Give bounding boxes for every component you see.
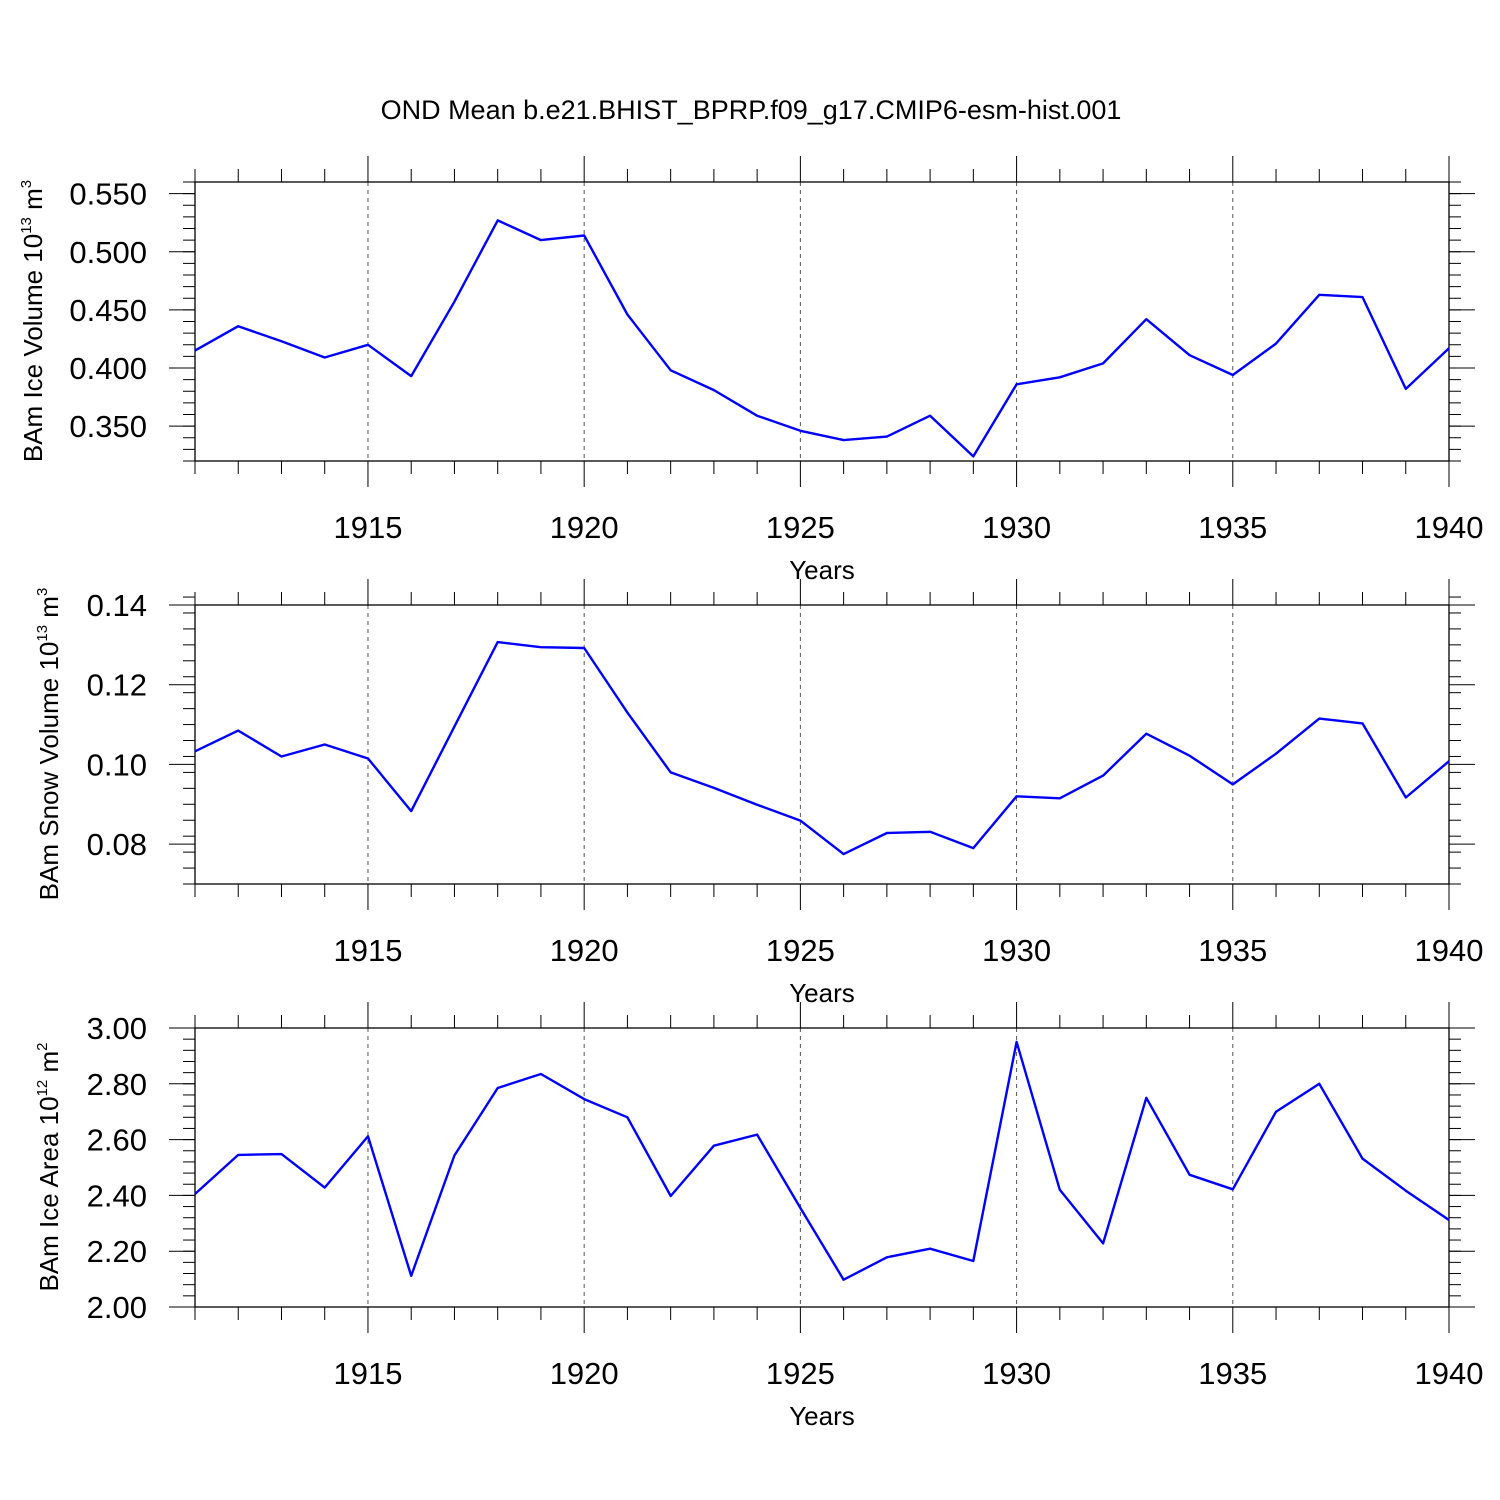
x-tick-label: 1935	[1198, 510, 1267, 545]
y-tick-label: 0.400	[69, 351, 147, 386]
x-tick-label: 1935	[1198, 933, 1267, 968]
x-tick-label: 1920	[550, 510, 619, 545]
y-tick-label: 0.450	[69, 293, 147, 328]
plot-frame	[194, 181, 1450, 462]
x-tick-label: 1915	[333, 510, 402, 545]
ice-volume-series-line	[194, 219, 1450, 458]
y-tick-label: 2.40	[87, 1178, 147, 1213]
x-tick-label: 1925	[766, 1356, 835, 1391]
ice-volume-panel: 1915 1920 1925 1930 1935 1940 0.350 0.400 0.450…	[18, 156, 1483, 585]
x-tick-label: 1915	[333, 933, 402, 968]
x-tick-label: 1915	[333, 1356, 402, 1391]
y-tick-label: 0.10	[87, 747, 147, 782]
y-tick-label: 0.500	[69, 235, 147, 270]
x-tick-label: 1920	[550, 933, 619, 968]
y-tick-label: 2.20	[87, 1234, 147, 1269]
y-tick-label: 0.550	[69, 177, 147, 212]
x-axis-label: Years	[789, 555, 855, 585]
ice-area-series-line	[194, 1040, 1450, 1281]
x-tick-label: 1925	[766, 510, 835, 545]
x-tick-label: 1930	[982, 1356, 1051, 1391]
y-tick-label: 3.00	[87, 1011, 147, 1046]
y-tick-label: 0.12	[87, 668, 147, 703]
snow-volume-series-line	[194, 640, 1450, 856]
x-tick-label: 1920	[550, 1356, 619, 1391]
figure-title: OND Mean b.e21.BHIST_BPRP.f09_g17.CMIP6-…	[381, 95, 1122, 125]
x-tick-label: 1930	[982, 510, 1051, 545]
x-tick-label: 1930	[982, 933, 1051, 968]
y-axis-label: BAm Ice Volume 1013 m3	[18, 180, 48, 462]
x-tick-label: 1935	[1198, 1356, 1267, 1391]
plot-frame	[194, 604, 1450, 885]
y-tick-label: 2.00	[87, 1290, 147, 1325]
x-axis-label: Years	[789, 978, 855, 1008]
x-tick-label: 1940	[1415, 510, 1484, 545]
ice-area-panel: 1915 1920 1925 1930 1935 1940 2.00 2.20 2.40 2.6…	[34, 1002, 1483, 1431]
y-tick-label: 2.80	[87, 1067, 147, 1102]
y-axis-label: BAm Snow Volume 1013 m3	[34, 588, 64, 901]
y-tick-label: 2.60	[87, 1123, 147, 1158]
y-tick-label: 0.14	[87, 588, 147, 623]
y-tick-label: 0.350	[69, 409, 147, 444]
x-tick-label: 1925	[766, 933, 835, 968]
x-tick-label: 1940	[1415, 1356, 1484, 1391]
snow-volume-panel: 1915 1920 1925 1930 1935 1940 0.08 0.10 0.12 0.1…	[34, 579, 1483, 1008]
x-tick-label: 1940	[1415, 933, 1484, 968]
x-axis-label: Years	[789, 1401, 855, 1431]
y-tick-label: 0.08	[87, 827, 147, 862]
plot-frame	[194, 1027, 1450, 1308]
y-axis-label: BAm Ice Area 1012 m2	[34, 1042, 64, 1291]
